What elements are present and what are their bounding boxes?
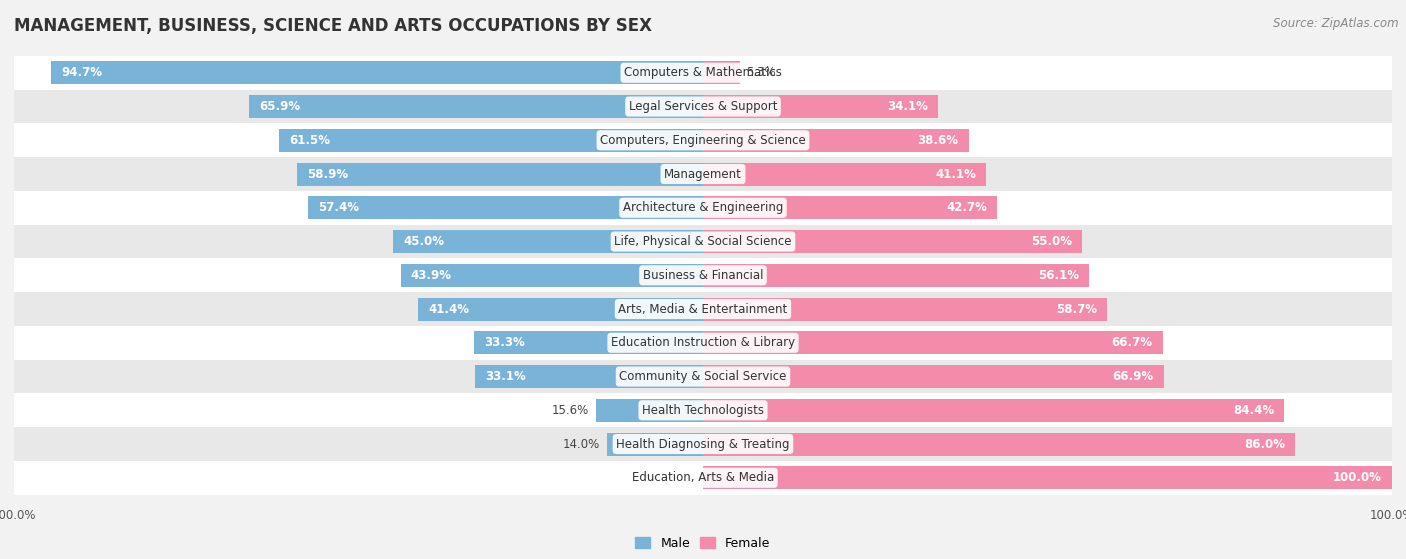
- Legend: Male, Female: Male, Female: [630, 532, 776, 555]
- Bar: [14, 359, 1392, 394]
- Text: Community & Social Service: Community & Social Service: [619, 370, 787, 383]
- Text: 66.7%: 66.7%: [1111, 337, 1152, 349]
- Text: Computers, Engineering & Science: Computers, Engineering & Science: [600, 134, 806, 147]
- Bar: [14, 326, 1392, 359]
- Text: 41.1%: 41.1%: [935, 168, 976, 181]
- Text: Education, Arts & Media: Education, Arts & Media: [631, 471, 775, 484]
- Text: Computers & Mathematics: Computers & Mathematics: [624, 67, 782, 79]
- Bar: [703, 365, 1164, 388]
- Text: 14.0%: 14.0%: [562, 438, 599, 451]
- Text: 100.0%: 100.0%: [1333, 471, 1382, 484]
- Bar: [703, 466, 1392, 489]
- Bar: [418, 297, 703, 320]
- Bar: [703, 95, 938, 118]
- Text: 33.3%: 33.3%: [484, 337, 524, 349]
- Bar: [392, 230, 703, 253]
- Bar: [14, 225, 1392, 258]
- Bar: [14, 461, 1392, 495]
- Bar: [14, 394, 1392, 427]
- Bar: [14, 427, 1392, 461]
- Text: 41.4%: 41.4%: [427, 302, 470, 315]
- Bar: [14, 157, 1392, 191]
- Bar: [297, 163, 703, 186]
- Text: 34.1%: 34.1%: [887, 100, 928, 113]
- Bar: [703, 297, 1108, 320]
- Bar: [474, 331, 703, 354]
- Text: 57.4%: 57.4%: [318, 201, 359, 214]
- Text: Health Diagnosing & Treating: Health Diagnosing & Treating: [616, 438, 790, 451]
- Text: 5.3%: 5.3%: [747, 67, 776, 79]
- Bar: [249, 95, 703, 118]
- Text: 61.5%: 61.5%: [290, 134, 330, 147]
- Text: 84.4%: 84.4%: [1233, 404, 1274, 417]
- Bar: [703, 196, 997, 219]
- Bar: [14, 56, 1392, 89]
- Text: Arts, Media & Entertainment: Arts, Media & Entertainment: [619, 302, 787, 315]
- Text: Health Technologists: Health Technologists: [643, 404, 763, 417]
- Text: 43.9%: 43.9%: [411, 269, 451, 282]
- Text: MANAGEMENT, BUSINESS, SCIENCE AND ARTS OCCUPATIONS BY SEX: MANAGEMENT, BUSINESS, SCIENCE AND ARTS O…: [14, 17, 652, 35]
- Text: 38.6%: 38.6%: [918, 134, 959, 147]
- Bar: [703, 264, 1090, 287]
- Bar: [703, 230, 1083, 253]
- Bar: [703, 331, 1163, 354]
- Text: 58.9%: 58.9%: [308, 168, 349, 181]
- Bar: [606, 433, 703, 456]
- Text: 42.7%: 42.7%: [946, 201, 987, 214]
- Bar: [596, 399, 703, 421]
- Bar: [14, 191, 1392, 225]
- Bar: [475, 365, 703, 388]
- Bar: [703, 129, 969, 151]
- Bar: [703, 433, 1295, 456]
- Text: Education Instruction & Library: Education Instruction & Library: [612, 337, 794, 349]
- Bar: [14, 124, 1392, 157]
- Text: 58.7%: 58.7%: [1056, 302, 1097, 315]
- Text: Management: Management: [664, 168, 742, 181]
- Bar: [401, 264, 703, 287]
- Text: 33.1%: 33.1%: [485, 370, 526, 383]
- Bar: [308, 196, 703, 219]
- Bar: [14, 258, 1392, 292]
- Bar: [280, 129, 703, 151]
- Bar: [703, 61, 740, 84]
- Bar: [703, 399, 1285, 421]
- Text: 55.0%: 55.0%: [1031, 235, 1071, 248]
- Text: 86.0%: 86.0%: [1244, 438, 1285, 451]
- Bar: [51, 61, 703, 84]
- Text: 56.1%: 56.1%: [1038, 269, 1080, 282]
- Bar: [14, 292, 1392, 326]
- Bar: [703, 163, 986, 186]
- Text: Source: ZipAtlas.com: Source: ZipAtlas.com: [1274, 17, 1399, 30]
- Text: Architecture & Engineering: Architecture & Engineering: [623, 201, 783, 214]
- Bar: [14, 89, 1392, 124]
- Text: Business & Financial: Business & Financial: [643, 269, 763, 282]
- Text: Legal Services & Support: Legal Services & Support: [628, 100, 778, 113]
- Text: 65.9%: 65.9%: [259, 100, 301, 113]
- Text: 66.9%: 66.9%: [1112, 370, 1153, 383]
- Text: 45.0%: 45.0%: [404, 235, 444, 248]
- Text: 94.7%: 94.7%: [60, 67, 101, 79]
- Text: 15.6%: 15.6%: [551, 404, 589, 417]
- Text: Life, Physical & Social Science: Life, Physical & Social Science: [614, 235, 792, 248]
